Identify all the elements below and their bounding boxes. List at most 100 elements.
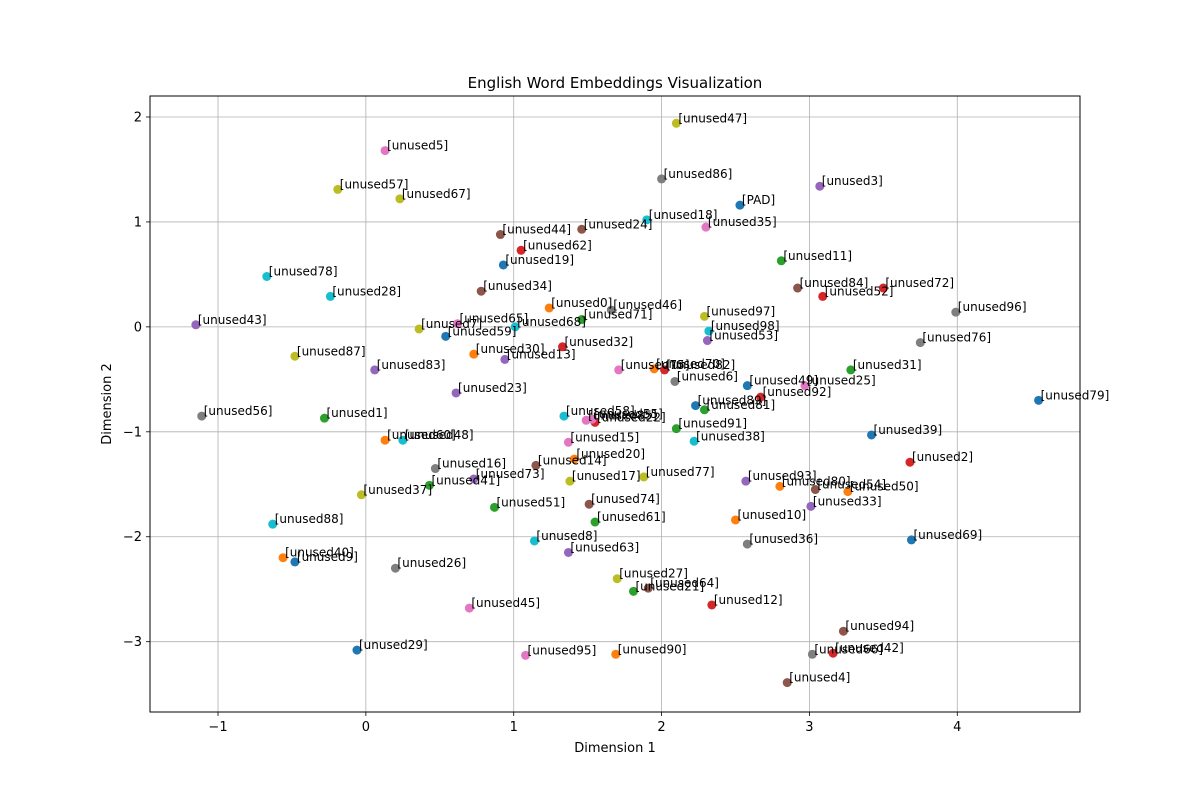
point-label: [unused78] xyxy=(269,264,338,278)
point-label: [unused20] xyxy=(576,447,645,461)
x-tick-label: −1 xyxy=(208,720,227,735)
point-label: [unused54] xyxy=(817,478,886,492)
data-point xyxy=(731,515,741,525)
point-label: [unused79] xyxy=(1041,388,1110,402)
point-label: [unused57] xyxy=(340,177,409,191)
point-label: [unused10] xyxy=(738,508,807,522)
data-point xyxy=(606,305,616,315)
point-label: [unused16] xyxy=(437,457,506,471)
data-point xyxy=(702,336,712,346)
data-point xyxy=(843,487,853,497)
data-point xyxy=(489,502,499,512)
point-label: [unused72] xyxy=(885,276,954,290)
data-point xyxy=(611,649,621,659)
point-label: [unused92] xyxy=(763,385,832,399)
data-point xyxy=(544,303,554,313)
data-point xyxy=(424,480,434,490)
point-label: [unused30] xyxy=(476,342,545,356)
data-point xyxy=(800,381,810,391)
point-label: [unused0] xyxy=(551,296,612,310)
data-point xyxy=(818,291,828,301)
point-label: [unused9] xyxy=(297,550,358,564)
data-point xyxy=(660,365,670,375)
point-label: [unused81] xyxy=(706,398,775,412)
x-tick-label: 2 xyxy=(657,720,665,735)
x-tick-label: 4 xyxy=(953,720,961,735)
data-point xyxy=(838,626,848,636)
point-label: [unused84] xyxy=(800,276,869,290)
data-point xyxy=(430,464,440,474)
data-point xyxy=(671,118,681,128)
x-tick-label: 3 xyxy=(805,720,813,735)
data-point xyxy=(741,476,751,486)
point-label: [unused39] xyxy=(874,423,943,437)
data-point xyxy=(516,245,526,255)
point-label: [unused93] xyxy=(748,469,817,483)
point-label: [unused50] xyxy=(850,480,919,494)
data-point xyxy=(671,424,681,434)
point-label: [unused40] xyxy=(285,546,354,560)
data-point xyxy=(577,315,587,325)
data-point xyxy=(951,307,961,317)
point-label: [unused35] xyxy=(708,215,777,229)
point-label: [unused8] xyxy=(536,529,597,543)
point-label: [unused43] xyxy=(198,313,267,327)
point-label: [unused2] xyxy=(912,450,973,464)
y-tick-label: 0 xyxy=(134,320,142,335)
point-label: [unused1] xyxy=(326,406,387,420)
data-point xyxy=(565,476,575,486)
point-label: [unused70] xyxy=(656,357,725,371)
data-point xyxy=(707,600,717,610)
data-point xyxy=(510,322,520,332)
data-point xyxy=(476,286,486,296)
data-point xyxy=(563,437,573,447)
point-label: [unused14] xyxy=(538,453,607,467)
point-label: [unused67] xyxy=(402,187,471,201)
point-label: [unused77] xyxy=(646,465,715,479)
point-label: [unused85] xyxy=(588,408,657,422)
point-label: [unused60] xyxy=(387,428,456,442)
y-tick-label: 2 xyxy=(134,110,142,125)
data-point xyxy=(905,457,915,467)
y-tick-label: −3 xyxy=(123,635,142,650)
point-label: [unused6] xyxy=(677,369,738,383)
data-point xyxy=(319,413,329,423)
point-label: [unused7] xyxy=(421,317,482,331)
point-label: [unused97] xyxy=(706,304,775,318)
point-label: [unused86] xyxy=(664,167,733,181)
data-point xyxy=(776,256,786,266)
data-point xyxy=(815,181,825,191)
data-point xyxy=(577,224,587,234)
data-point xyxy=(642,215,652,225)
plot-frame xyxy=(149,95,1081,713)
point-label: [unused33] xyxy=(813,494,882,508)
data-point xyxy=(806,501,816,511)
x-axis-label: Dimension 1 xyxy=(574,741,656,756)
point-label: [unused34] xyxy=(483,279,552,293)
point-label: [unused87] xyxy=(297,344,366,358)
point-label: [unused45] xyxy=(471,596,540,610)
data-point xyxy=(657,174,667,184)
point-label: [unused52] xyxy=(825,284,894,298)
point-label: [unused13] xyxy=(507,347,576,361)
point-label: [unused3] xyxy=(822,174,883,188)
data-point xyxy=(370,365,380,375)
x-tick-label: 0 xyxy=(362,720,370,735)
data-point xyxy=(441,331,451,341)
data-point xyxy=(691,401,701,411)
data-point xyxy=(268,519,278,529)
point-label: [unused58] xyxy=(566,404,635,418)
data-point xyxy=(735,200,745,210)
data-point xyxy=(628,586,638,596)
data-point xyxy=(867,430,877,440)
data-point xyxy=(649,364,659,374)
point-label: [unused15] xyxy=(570,430,639,444)
data-point xyxy=(500,354,510,364)
data-point xyxy=(559,411,569,421)
point-label: [unused68] xyxy=(517,315,586,329)
data-point xyxy=(395,194,405,204)
point-label: [unused38] xyxy=(696,429,765,443)
point-label: [unused12] xyxy=(714,593,783,607)
